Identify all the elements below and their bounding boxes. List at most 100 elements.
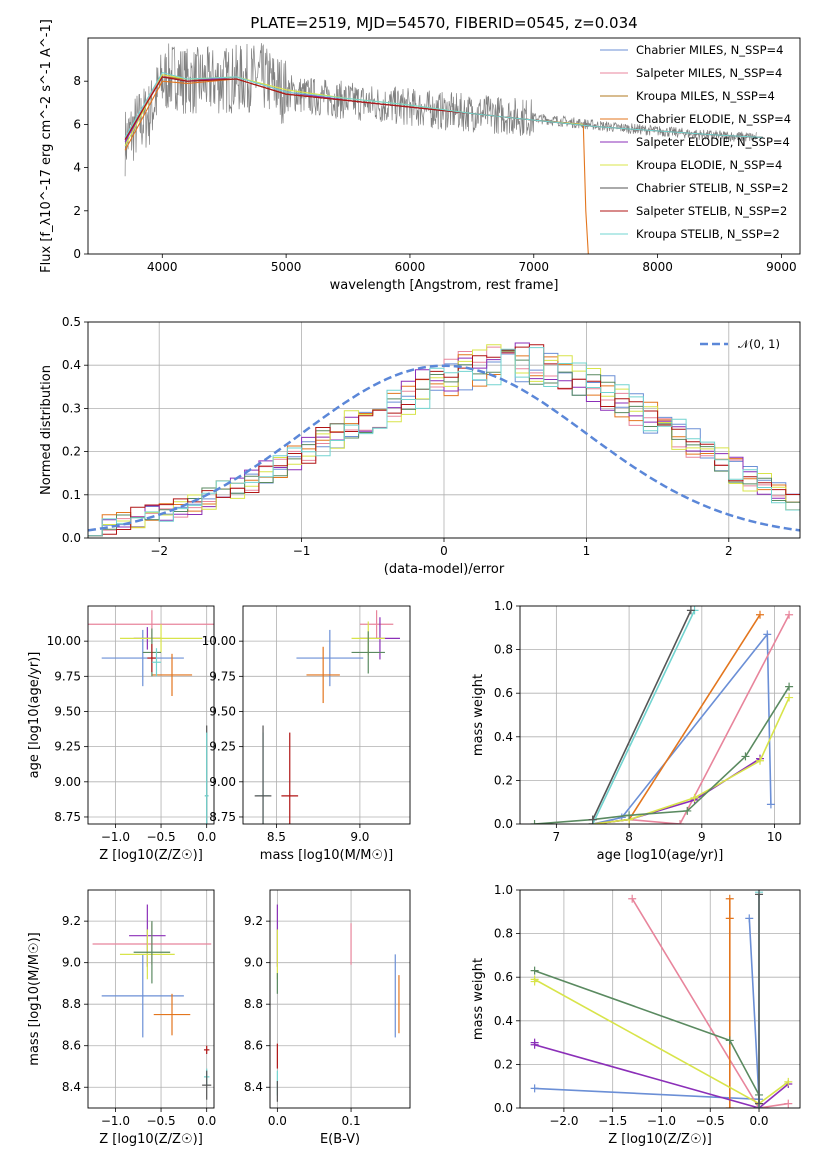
legend-entry: Kroupa ELODIE, N_SSP=4 (636, 158, 782, 172)
weight-marker (784, 1077, 793, 1086)
errorbar-point (101, 954, 184, 1038)
x-tick-label: −1 (293, 544, 311, 558)
errorbar-point (359, 610, 394, 639)
y-tick-label: 0.4 (494, 730, 513, 744)
plot-area (92, 904, 212, 1100)
x-tick-label: 2 (725, 544, 733, 558)
errorbar-point (151, 648, 162, 677)
x-tick-label: 4000 (147, 260, 178, 274)
histogram-step (88, 347, 800, 537)
y-tick-label: 9.50 (209, 704, 236, 718)
y-tick-label: 0.2 (494, 1057, 513, 1071)
x-axis-label: mass [log10(M/M☉)] (260, 848, 393, 863)
x-axis-label: (data-model)/error (384, 562, 505, 577)
weight-marker (588, 815, 597, 824)
plot-area (276, 904, 400, 1102)
panel-residuals: −2 −1 0 1 2 0.0 0.1 0.2 0.3 0.4 0.5 (data-model)/er… (39, 315, 801, 577)
plot-area (254, 610, 400, 824)
y-tick-label: 0.5 (62, 315, 81, 329)
y-tick-label: 9.50 (54, 704, 81, 718)
axes-frame (519, 605, 801, 825)
axes-frame (242, 605, 411, 825)
y-tick-label: 1.0 (494, 599, 513, 613)
y-tick-label: 0.0 (494, 1101, 513, 1115)
x-axis-label: wavelength [Angstrom, rest frame] (330, 278, 559, 293)
axes-frame (87, 605, 215, 825)
y-tick-label: 0 (73, 247, 81, 261)
y-tick-label: 10.00 (47, 634, 81, 648)
weight-marker (676, 820, 684, 824)
errorbar-point (306, 646, 340, 704)
weight-marker (725, 1036, 734, 1045)
y-tick-label: 9.25 (209, 740, 236, 754)
weight-marker (756, 610, 764, 619)
y-axis-label: mass weight (471, 674, 486, 756)
panel-age_vs_mass: 8.5 9.0 8.75 9.00 9.25 9.50 9.75 10.00 mass [log… (202, 605, 411, 863)
y-tick-label: 0.8 (494, 927, 513, 941)
errorbar-point (133, 921, 171, 984)
y-tick-label: 9.75 (209, 669, 236, 683)
x-tick-label: 0.0 (268, 1114, 287, 1128)
plot-area (530, 890, 793, 1108)
x-tick-label: 1 (583, 544, 591, 558)
errorbar-point (119, 624, 203, 653)
x-tick-label: 0.0 (749, 1114, 768, 1128)
weight-marker (785, 610, 794, 619)
y-tick-label: 9.2 (244, 914, 263, 928)
errorbar-point (119, 929, 175, 980)
weight-marker (741, 752, 750, 761)
errorbar-point (351, 631, 385, 674)
x-tick-label: 9000 (766, 260, 797, 274)
panels: 4000 5000 6000 7000 8000 9000 0 2 4 6 8 wavelength … (27, 19, 801, 1147)
weight-series-line (534, 686, 790, 824)
weight-marker (785, 682, 794, 691)
weight-marker (784, 1099, 793, 1108)
y-tick-label: 0.2 (494, 773, 513, 787)
legend: 𝒩(0, 1) (700, 337, 780, 351)
y-tick-label: 8.75 (209, 810, 236, 824)
y-tick-label: 8.6 (244, 1039, 263, 1053)
x-tick-label: −1.0 (647, 1114, 676, 1128)
weight-marker (530, 966, 539, 975)
y-tick-label: 8.4 (62, 1080, 81, 1094)
x-tick-label: 7000 (519, 260, 550, 274)
x-tick-label: −0.5 (696, 1114, 725, 1128)
errorbar-point (204, 732, 209, 824)
histogram-step (88, 346, 800, 537)
y-tick-label: 9.00 (54, 775, 81, 789)
weight-marker (766, 800, 775, 809)
errorbar-point (147, 643, 157, 673)
y-tick-label: 9.2 (62, 914, 81, 928)
panel-age_vs_Z: −1.0 −0.5 0.0 8.75 9.00 9.25 9.50 9.75 10.00 Z [l… (27, 605, 216, 863)
legend: Chabrier MILES, N_SSP=4 Salpeter MILES, N… (600, 43, 791, 241)
panel-mass_vs_EBV: 0.0 0.1 8.4 8.6 8.8 9.0 9.2 E(B-V) (244, 889, 411, 1147)
errorbar-point (101, 629, 184, 687)
histogram-step (88, 350, 800, 537)
weight-marker (755, 890, 764, 899)
y-axis-label: mass weight (471, 958, 486, 1040)
axes-frame (519, 889, 801, 1109)
plot-area (124, 43, 763, 254)
y-tick-label: 2 (73, 204, 81, 218)
legend-entry: Chabrier STELIB, N_SSP=2 (636, 181, 788, 195)
errorbar-point (202, 1070, 212, 1100)
y-tick-label: 8.6 (62, 1039, 81, 1053)
y-tick-label: 0.4 (62, 358, 81, 372)
histogram-step (88, 342, 800, 537)
plot-area (530, 606, 794, 824)
y-tick-label: 0.3 (62, 401, 81, 415)
y-axis-label: Flux [f_λ10^-17 erg cm^-2 s^-1 A^-1] (39, 19, 54, 273)
legend-entry: Salpeter ELODIE, N_SSP=4 (636, 135, 790, 149)
weight-marker (530, 820, 539, 824)
legend-entry: Kroupa STELIB, N_SSP=2 (636, 227, 780, 241)
y-tick-label: 0.0 (62, 531, 81, 545)
weight-marker (725, 1104, 734, 1108)
x-tick-label: −0.5 (146, 830, 175, 844)
axes-frame (269, 889, 411, 1109)
errorbar-point (296, 629, 364, 687)
legend-entry: Chabrier ELODIE, N_SSP=4 (636, 112, 791, 126)
x-tick-label: 6000 (395, 260, 426, 274)
y-axis-label: mass [log10(M/M☉)] (27, 932, 42, 1065)
y-tick-label: 8.8 (244, 997, 263, 1011)
